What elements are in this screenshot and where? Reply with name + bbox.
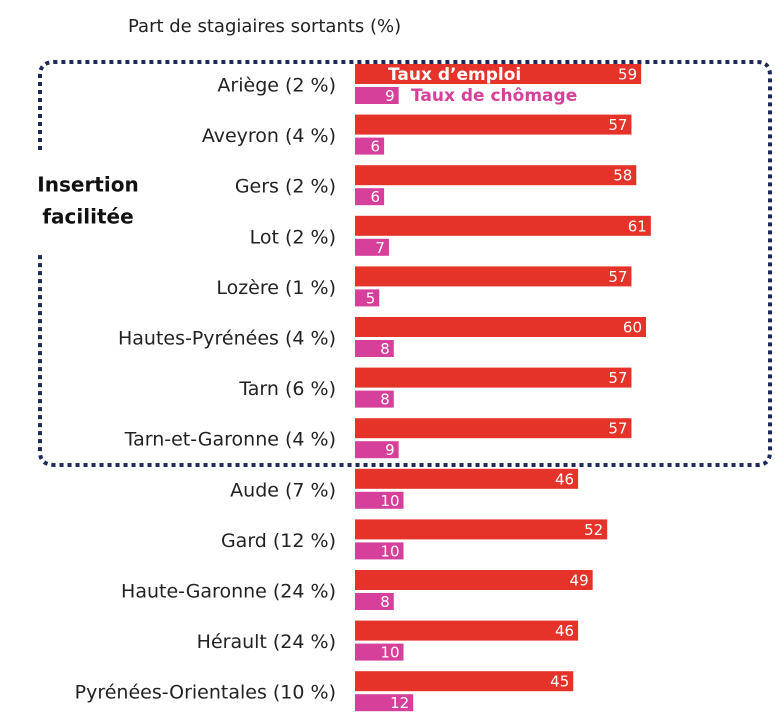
y-tick-label: Lot (2 %) [250,226,336,248]
y-tick-label: Gers (2 %) [235,176,336,198]
bar [355,542,404,560]
y-tick-label: Lozère (1 %) [216,277,336,299]
data-label: 6 [371,138,381,156]
bar [355,188,385,206]
bar [355,367,632,388]
y-tick-label: Gard (12 %) [221,530,336,552]
group-frame [38,60,772,467]
bar [355,87,399,104]
bar [355,593,394,610]
bar [355,418,632,439]
data-label: 46 [555,622,574,640]
data-label: 49 [570,572,589,590]
bar [355,165,637,186]
data-label: 52 [584,521,603,539]
bar [355,64,642,84]
bar [355,468,579,489]
data-label: 8 [380,340,390,358]
y-tick-label: Tarn (6 %) [238,378,336,400]
data-label: 7 [375,239,385,257]
bar [355,289,380,307]
bar [355,137,385,155]
data-label: 8 [380,391,390,409]
data-label: 57 [608,420,627,438]
data-label: 57 [608,268,627,286]
y-tick-label: Pyrénées-Orientales (10 %) [75,682,336,704]
bar [355,390,394,408]
data-label: 60 [623,319,642,337]
legend-label: Taux d’emploi [388,65,521,85]
y-tick-label: Tarn-et-Garonne (4 %) [124,429,336,451]
data-label: 9 [385,441,395,459]
bar [355,519,608,540]
data-label: 57 [608,369,627,387]
bar [355,114,632,135]
bar [355,620,579,641]
bar [355,340,394,357]
bar [355,570,593,590]
bar [355,643,404,661]
data-label: 57 [608,116,627,134]
data-label: 46 [555,470,574,488]
y-tick-label: Aveyron (4 %) [202,125,336,147]
y-tick-label: Aude (7 %) [230,479,336,501]
data-label: 9 [385,87,395,105]
bar [355,671,574,692]
y-tick-label: Hérault (24 %) [197,631,336,653]
y-tick-label: Hautes-Pyrénées (4 %) [118,328,336,350]
data-label: 45 [550,673,569,691]
data-label: 10 [380,492,399,510]
data-label: 8 [380,593,390,611]
bar [355,266,632,287]
data-label: 5 [366,289,376,307]
bar [355,238,389,256]
bar [355,215,651,236]
annotation: facilitée [42,205,133,229]
data-label: 10 [380,644,399,662]
data-label: 58 [613,167,632,185]
data-label: 12 [390,694,409,712]
data-label: 59 [618,66,637,84]
bar [355,317,646,337]
bar [355,491,404,509]
y-tick-label: Ariège (2 %) [217,75,336,97]
bar [355,694,414,712]
chart-subtitle: Part de stagiaires sortants (%) [128,16,401,37]
bar [355,441,399,459]
y-tick-label: Haute-Garonne (24 %) [121,581,336,603]
data-label: 10 [380,542,399,560]
annotation: Insertion [37,173,138,197]
legend-label: Taux de chômage [411,86,577,106]
data-label: 6 [371,188,381,206]
data-label: 61 [628,217,647,235]
